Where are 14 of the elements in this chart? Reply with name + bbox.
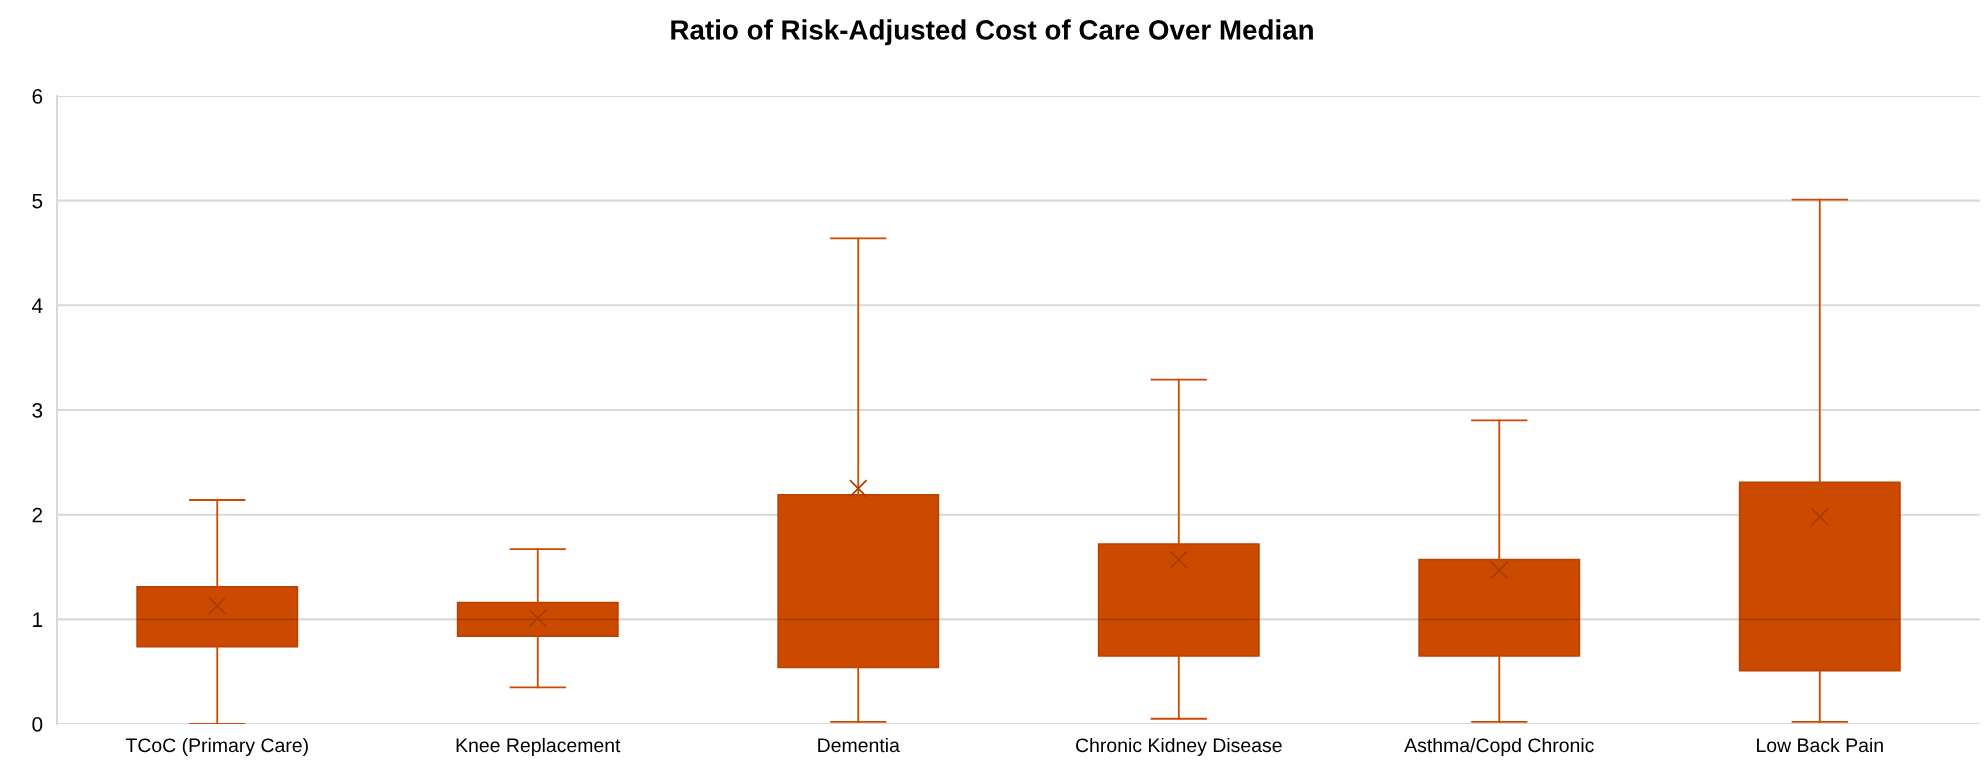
y-tick-label: 4	[32, 298, 43, 313]
y-tick-label: 0	[32, 717, 43, 732]
y-tick-label: 3	[32, 403, 43, 418]
x-tick-label: Dementia	[818, 737, 900, 753]
y-tick-label: 6	[32, 89, 43, 104]
x-tick-label: Low Back Pain	[1757, 737, 1883, 753]
y-tick-label: 2	[32, 507, 43, 523]
x-tick-label: Chronic Kidney Disease	[1076, 737, 1282, 757]
y-tick-label: 5	[32, 193, 43, 209]
x-tick-label: Asthma/Copd Chronic	[1404, 737, 1594, 757]
chart-title: Ratio of Risk-Adjusted Cost of Care Over Median	[671, 19, 1313, 46]
x-tick-label: Knee Replacement	[456, 737, 621, 757]
y-tick-label: 1	[33, 612, 43, 627]
x-tick-label: TCoC (Primary Care)	[125, 737, 308, 757]
